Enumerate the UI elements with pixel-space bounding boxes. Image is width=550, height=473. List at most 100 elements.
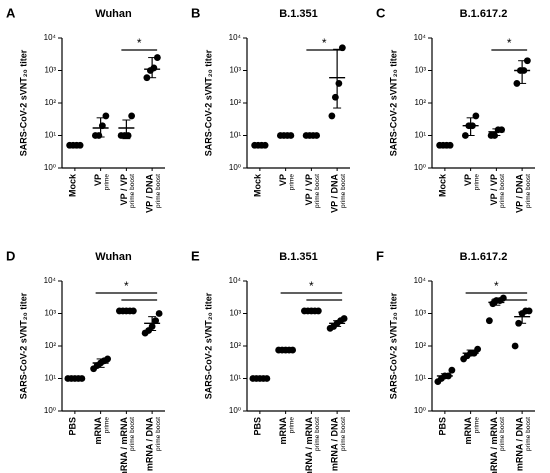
y-tick-label: 10⁰ (414, 163, 426, 172)
x-tick-label: mRNA (93, 417, 103, 445)
point (335, 80, 343, 87)
x-tick-sublabel: prime (103, 174, 110, 191)
x-tick-label: mRNA / DNA (515, 417, 525, 472)
significance-label: * (322, 36, 327, 50)
y-tick-label: 10¹ (229, 131, 241, 140)
x-tick-label: VP / DNA (145, 174, 155, 213)
y-tick-label: 10⁰ (414, 406, 426, 415)
y-axis-label: SARS-CoV-2 sVNT₂₀ titer (18, 49, 28, 156)
x-tick-label: Mock (252, 173, 262, 197)
x-tick-sublabel: prime boost (525, 417, 532, 451)
chart-title: B.1.351 (279, 8, 318, 20)
significance-label: * (494, 279, 499, 293)
x-tick-sublabel: prime boost (314, 174, 321, 208)
y-axis-label: SARS-CoV-2 sVNT₂₀ titer (388, 292, 398, 399)
panel-letter: D (6, 248, 15, 263)
y-tick-label: 10² (229, 341, 241, 350)
y-tick-label: 10³ (44, 309, 56, 318)
y-tick-label: 10⁴ (44, 33, 57, 42)
x-tick-label: VP (93, 174, 103, 186)
chart-title: B.1.617.2 (460, 251, 508, 263)
y-tick-label: 10² (44, 341, 56, 350)
y-axis-label: SARS-CoV-2 sVNT₂₀ titer (18, 292, 28, 399)
point (513, 80, 521, 87)
y-tick-label: 10³ (229, 66, 241, 75)
y-tick-label: 10¹ (414, 131, 426, 140)
y-tick-label: 10² (414, 341, 426, 350)
x-tick-label: mRNA / mRNA (304, 417, 314, 473)
y-tick-label: 10⁴ (44, 276, 57, 285)
x-tick-sublabel: prime (103, 417, 110, 434)
x-tick-sublabel: prime boost (499, 417, 506, 451)
point (124, 132, 132, 139)
x-tick-label: VP / VP (304, 174, 314, 205)
y-tick-label: 10⁴ (414, 276, 427, 285)
y-tick-label: 10¹ (44, 131, 56, 140)
y-tick-label: 10³ (414, 66, 426, 75)
point (328, 112, 336, 120)
x-tick-sublabel: prime (473, 417, 480, 434)
x-tick-label: VP / VP (119, 174, 129, 205)
panel-letter: F (376, 248, 384, 263)
panel-letter: E (191, 248, 200, 263)
point (485, 317, 493, 325)
y-axis-label: SARS-CoV-2 sVNT₂₀ titer (203, 292, 213, 399)
x-tick-label: VP / DNA (515, 174, 525, 213)
point (95, 132, 103, 139)
y-tick-label: 10⁰ (44, 163, 56, 172)
x-tick-sublabel: prime (288, 417, 295, 434)
x-tick-label: VP (463, 174, 473, 186)
x-tick-label: mRNA / mRNA (489, 417, 499, 473)
point (143, 74, 151, 82)
y-tick-label: 10³ (44, 66, 56, 75)
x-tick-label: Mock (437, 173, 447, 197)
point (448, 366, 456, 374)
x-tick-sublabel: prime (473, 174, 480, 191)
x-tick-sublabel: prime boost (525, 174, 532, 208)
y-axis-label: SARS-CoV-2 sVNT₂₀ titer (388, 49, 398, 156)
point (331, 93, 339, 101)
x-tick-sublabel: prime boost (314, 417, 321, 451)
x-tick-label: VP (278, 174, 288, 186)
point (525, 307, 533, 315)
point (340, 315, 348, 322)
x-tick-label: PBS (252, 417, 262, 436)
point (128, 112, 136, 120)
chart-title: Wuhan (95, 251, 132, 263)
y-tick-label: 10¹ (414, 374, 426, 383)
x-tick-label: PBS (67, 417, 77, 436)
x-tick-sublabel: prime boost (155, 174, 162, 208)
x-tick-label: mRNA (463, 417, 473, 445)
y-tick-label: 10³ (229, 309, 241, 318)
y-tick-label: 10⁰ (229, 406, 241, 415)
panel-letter: C (376, 5, 386, 20)
y-tick-label: 10⁴ (229, 276, 242, 285)
x-tick-sublabel: prime boost (155, 417, 162, 451)
x-tick-sublabel: prime boost (340, 174, 347, 208)
significance-label: * (137, 36, 142, 50)
significance-label: * (507, 36, 512, 50)
x-tick-label: VP / VP (489, 174, 499, 205)
point (511, 342, 519, 350)
x-tick-label: mRNA / DNA (145, 417, 155, 472)
y-tick-label: 10² (44, 98, 56, 107)
x-tick-sublabel: prime boost (340, 417, 347, 451)
point (153, 54, 161, 61)
x-tick-label: VP / DNA (330, 174, 340, 213)
y-tick-label: 10¹ (229, 374, 241, 383)
point (523, 57, 531, 65)
y-tick-label: 10⁴ (414, 33, 427, 42)
x-tick-label: mRNA (278, 417, 288, 445)
y-tick-label: 10² (414, 98, 426, 107)
point (461, 132, 469, 139)
x-tick-label: PBS (437, 417, 447, 436)
x-tick-sublabel: prime (288, 174, 295, 191)
y-tick-label: 10¹ (44, 374, 56, 383)
x-tick-sublabel: prime boost (499, 174, 506, 208)
y-tick-label: 10⁴ (229, 33, 242, 42)
significance-label: * (309, 279, 314, 293)
point (474, 345, 482, 353)
y-axis-label: SARS-CoV-2 sVNT₂₀ titer (203, 49, 213, 156)
point (150, 64, 158, 72)
